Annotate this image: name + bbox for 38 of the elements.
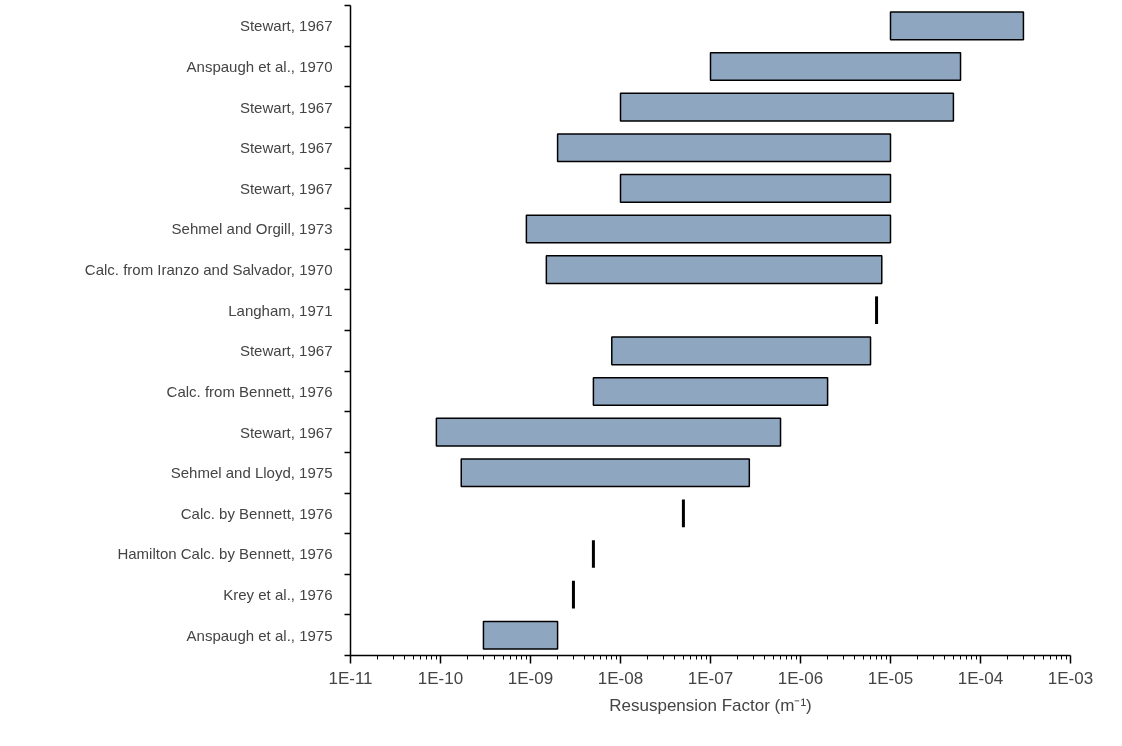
x-tick-label: 1E-11 [328, 668, 373, 688]
y-tick-label: Calc. from Bennett, 1976 [166, 382, 333, 400]
x-tick-label: 1E-08 [597, 668, 644, 688]
bar [556, 133, 892, 163]
y-tick-label: Langham, 1971 [228, 301, 333, 319]
x-tick-label: 1E-06 [777, 668, 824, 688]
bar [482, 620, 559, 650]
bar [435, 417, 782, 447]
y-tick-label: Stewart, 1967 [239, 139, 333, 157]
x-tick-label: 1E-04 [957, 668, 1004, 688]
y-tick-label: Stewart, 1967 [239, 342, 333, 360]
x-tick-label: 1E-05 [867, 668, 914, 688]
y-tick-label: Stewart, 1967 [239, 423, 333, 441]
y-tick-label: Calc. by Bennett, 1976 [180, 504, 333, 522]
bar [889, 11, 1025, 41]
bar [592, 376, 829, 406]
y-tick-label: Anspaugh et al., 1975 [186, 626, 333, 644]
y-tick-label: Anspaugh et al., 1970 [186, 57, 333, 75]
bar [460, 458, 751, 488]
x-tick-label: 1E-10 [417, 668, 464, 688]
y-tick-label: Calc. from Iranzo and Salvador, 1970 [84, 261, 333, 279]
x-tick-label: 1E-09 [507, 668, 554, 688]
y-tick-label: Sehmel and Orgill, 1973 [171, 220, 333, 238]
y-tick-label: Hamilton Calc. by Bennett, 1976 [117, 545, 333, 563]
bar [709, 51, 962, 81]
y-tick-label: Sehmel and Lloyd, 1975 [170, 464, 333, 482]
x-axis-title: Resuspension Factor (m⁻¹) [609, 695, 812, 715]
bar [545, 255, 883, 285]
bar [619, 92, 955, 122]
y-tick-label: Stewart, 1967 [239, 98, 333, 116]
bar [611, 336, 872, 366]
x-tick-label: 1E-07 [687, 668, 734, 688]
x-tick-label: 1E-03 [1047, 668, 1094, 688]
bar [619, 173, 892, 203]
bar [525, 214, 892, 244]
y-tick-label: Stewart, 1967 [239, 17, 333, 35]
y-tick-label: Krey et al., 1976 [223, 586, 333, 604]
y-tick-label: Stewart, 1967 [239, 179, 333, 197]
